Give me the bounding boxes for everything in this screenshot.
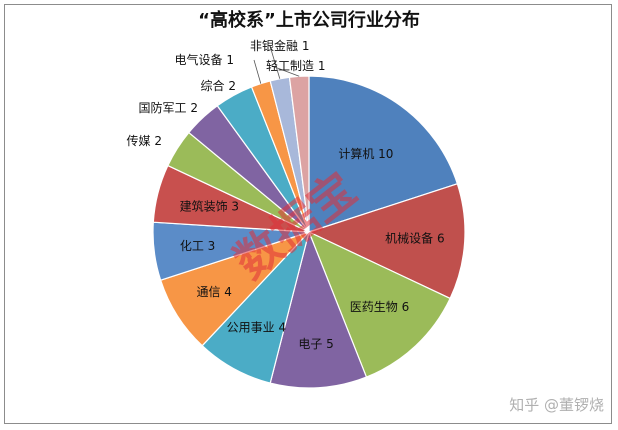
slice-label: 电子 5 — [298, 337, 333, 351]
slice-label: 公用事业 4 — [227, 321, 286, 335]
chart-title: “高校系”上市公司行业分布 — [198, 9, 420, 31]
slice-label: 机械设备 6 — [385, 231, 444, 246]
pie-slice — [288, 75, 310, 233]
leader-line — [269, 45, 281, 79]
slice-labels: 计算机 10 机械设备 6 医药生物 6 电子 5 公用事业 4 通信 4 化工 3 建筑装饰… — [127, 38, 445, 351]
slice-label: 综合 2 — [201, 78, 236, 93]
slice-label: 医药生物 6 — [350, 300, 409, 314]
pie-slice — [307, 230, 451, 378]
slice-label: 国防军工 2 — [139, 100, 198, 115]
slice-label: 非银金融 1 — [250, 38, 309, 53]
leader-lines — [253, 45, 300, 84]
leader-line — [253, 59, 262, 84]
pie-slice — [269, 230, 368, 389]
pie-slice — [307, 183, 466, 300]
pie-slice — [308, 75, 459, 233]
credit-text: 知乎 @董锣烧 — [509, 396, 604, 414]
slice-label: 传媒 2 — [127, 133, 162, 148]
slice-label: 通信 4 — [196, 285, 231, 299]
slice-label: 电气设备 1 — [175, 52, 234, 67]
pie-slices — [152, 75, 466, 389]
slice-label: 建筑装饰 3 — [180, 198, 239, 213]
slice-label: 化工 3 — [180, 239, 215, 253]
slice-label: 轻工制造 1 — [266, 59, 325, 73]
slice-label: 计算机 10 — [338, 146, 393, 161]
leader-line — [271, 65, 300, 77]
